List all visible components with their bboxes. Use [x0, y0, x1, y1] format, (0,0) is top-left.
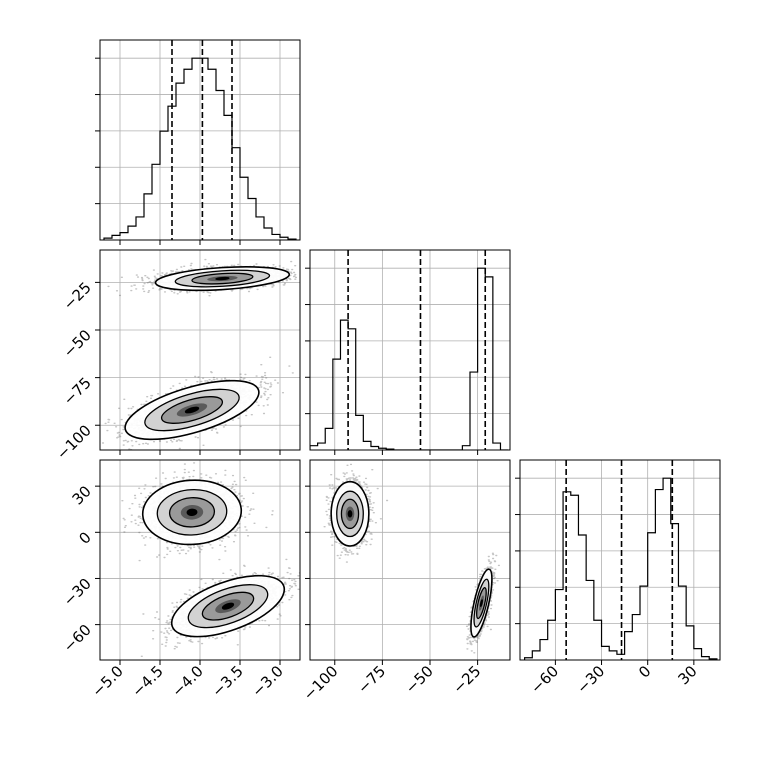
density-marks	[323, 463, 500, 654]
density-marks	[101, 258, 298, 450]
histogram-series	[310, 267, 509, 450]
panel-frame	[309, 459, 511, 661]
density-peak	[347, 510, 353, 518]
density-marks	[121, 462, 300, 657]
histogram-series	[103, 57, 297, 240]
histogram-panel-1	[305, 249, 511, 455]
density-peak	[221, 602, 235, 610]
panel-frame	[519, 459, 721, 661]
panel-frame	[99, 39, 301, 241]
histogram-panel-0	[95, 39, 301, 245]
panel-frame	[99, 459, 301, 661]
density-peak	[479, 599, 483, 607]
panel-frame	[309, 249, 511, 451]
panel-frame	[99, 249, 301, 451]
density-peak	[215, 276, 230, 281]
density-peak	[186, 508, 198, 517]
density-peak	[184, 406, 200, 414]
density-panel-0: −100−75−50−25	[53, 249, 301, 463]
